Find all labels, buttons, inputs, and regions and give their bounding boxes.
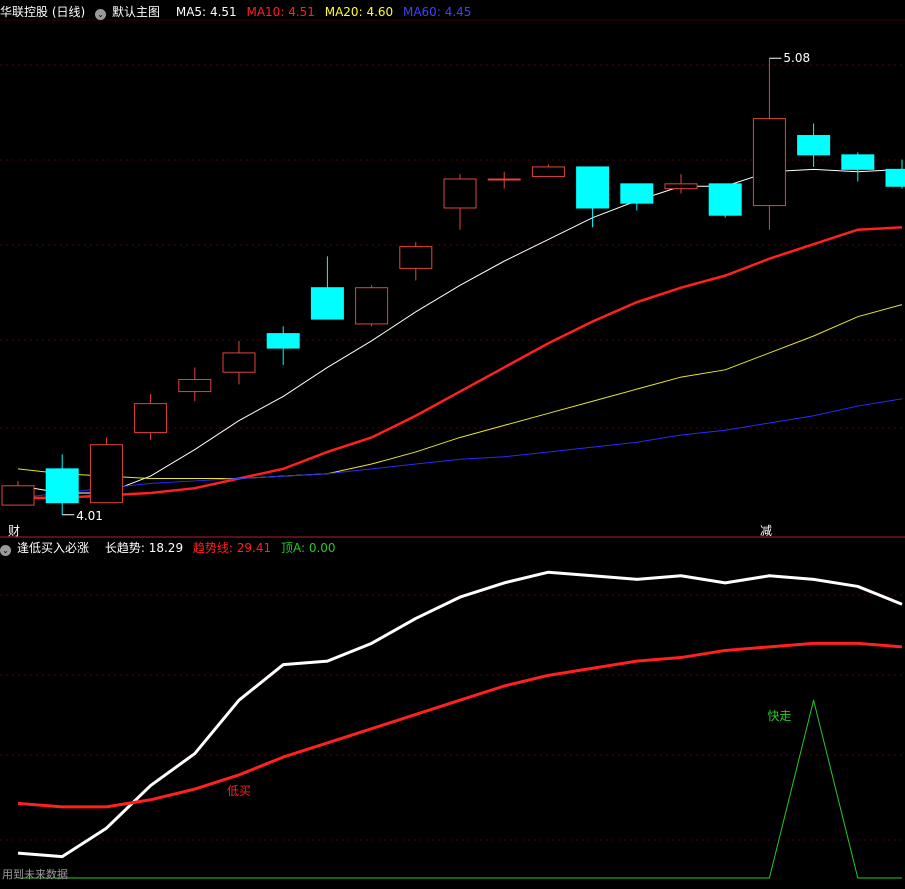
ma60-value: 4.45: [444, 5, 472, 19]
top-a-label: 顶A:: [280, 541, 306, 555]
candle[interactable]: [708, 183, 742, 216]
candle[interactable]: [576, 166, 610, 209]
ma20-legend: MA20: 4.60: [325, 5, 393, 19]
ma10-value: 4.51: [288, 5, 315, 19]
candle[interactable]: [89, 444, 123, 504]
top-a-legend: 顶A: 0.00: [281, 541, 336, 555]
long-trend-label: 长趋势:: [104, 541, 145, 555]
indicator-name[interactable]: 逢低买入必涨: [17, 541, 90, 555]
long-trend-legend: 长趋势: 18.29: [105, 541, 183, 555]
candle[interactable]: [531, 166, 565, 178]
ma10-line: [18, 226, 903, 500]
ma20-label: MA20:: [324, 5, 363, 19]
ma20-line: [17, 304, 903, 480]
marker-cai: 财: [8, 524, 20, 538]
ma60-line: [17, 398, 903, 499]
main-chart-header: 华联控股 (日线) ⌄ 默认主图 MA5: 4.51 MA10: 4.51 MA2…: [0, 2, 477, 22]
ma60-legend: MA60: 4.45: [403, 5, 471, 19]
price-annotation: 4.01: [76, 509, 103, 523]
trend-line-legend: 趋势线: 29.41: [193, 541, 271, 555]
indicator-series-2: [17, 641, 903, 809]
candle[interactable]: [45, 468, 79, 504]
candle[interactable]: [178, 378, 212, 393]
price-annotation: 5.08: [783, 51, 810, 65]
candle[interactable]: [399, 246, 433, 269]
top-a-value: 0.00: [308, 541, 336, 555]
candle[interactable]: [664, 183, 698, 190]
ma20-value: 4.60: [366, 5, 394, 19]
ma60-label: MA60:: [402, 5, 441, 19]
indicator-series-1: [17, 570, 903, 859]
chart-name[interactable]: 默认主图: [112, 5, 161, 19]
chevron-down-icon[interactable]: ⌄: [0, 545, 11, 556]
trend-line-label: 趋势线:: [192, 541, 233, 555]
ma5-label: MA5:: [175, 5, 207, 19]
candle[interactable]: [487, 178, 521, 181]
candle[interactable]: [443, 178, 477, 209]
chevron-down-icon[interactable]: ⌄: [95, 9, 107, 20]
candle[interactable]: [266, 333, 300, 349]
long-trend-value: 18.29: [148, 541, 184, 555]
candle[interactable]: [1, 485, 35, 506]
candle[interactable]: [797, 135, 831, 156]
stock-title[interactable]: 华联控股 (日线): [0, 5, 86, 19]
indicator-selector[interactable]: ⌄ 逢低买入必涨: [0, 541, 95, 556]
buy-low-annotation: 低买: [227, 784, 251, 798]
ma10-legend: MA10: 4.51: [246, 5, 314, 19]
candle[interactable]: [752, 118, 786, 207]
quick-exit-annotation: 快走: [767, 709, 791, 723]
ma5-value: 4.51: [209, 5, 237, 19]
candle[interactable]: [222, 352, 256, 373]
candle[interactable]: [885, 168, 905, 187]
marker-jian: 减: [760, 524, 772, 538]
candle[interactable]: [355, 287, 389, 325]
ma5-legend: MA5: 4.51: [176, 5, 237, 19]
indicator-series-3: [18, 699, 902, 879]
trend-line-value: 29.41: [236, 541, 272, 555]
candle[interactable]: [310, 287, 344, 320]
candle[interactable]: [841, 154, 875, 170]
candle[interactable]: [620, 183, 654, 204]
future-data-notice: 用到未来数据: [2, 868, 68, 881]
candle[interactable]: [134, 403, 168, 434]
ma10-label: MA10:: [246, 5, 285, 19]
chart-style-selector[interactable]: ⌄ 默认主图: [95, 5, 166, 20]
indicator-header: ⌄ 逢低买入必涨 长趋势: 18.29 趋势线: 29.41 顶A: 0.00: [0, 538, 342, 558]
